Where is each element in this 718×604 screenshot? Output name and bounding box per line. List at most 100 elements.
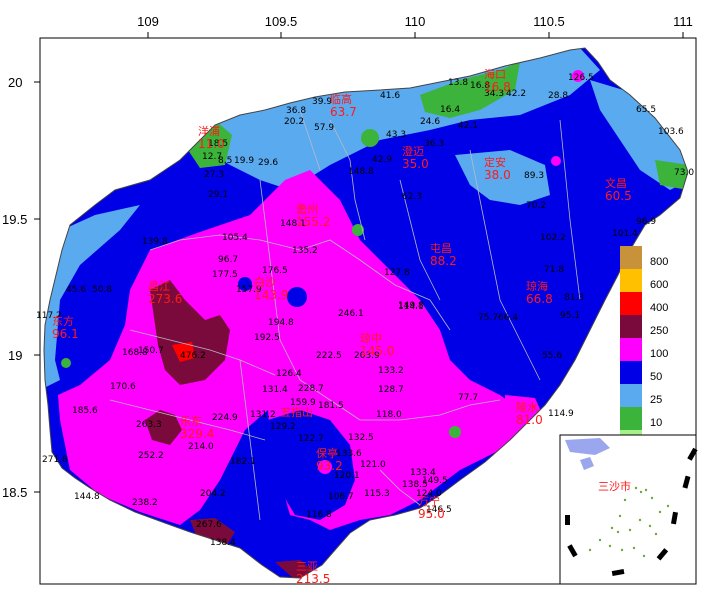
station-value: 96.7 [218,255,238,265]
station-value: 27.3 [204,170,224,180]
station-value: 103.6 [658,127,684,137]
legend-label: 250 [650,325,668,337]
station-value: 42.2 [506,89,526,99]
station-value: 34.3 [484,89,504,99]
station-value: 55.6 [542,351,562,361]
lon-tick-label: 110 [405,14,426,29]
station-value: 126.4 [276,369,302,379]
legend-label: 400 [650,302,668,314]
station-value: 66.4 [498,313,518,323]
sansha-label: 三沙市 [598,479,631,493]
legend-swatch [620,246,642,269]
city-name: 琼海 [526,279,548,293]
station-value: 138.5 [402,480,428,490]
station-value: 148.1 [280,219,306,229]
station-value: 45.6 [66,285,86,295]
station-value: 19.9 [234,156,254,166]
station-value: 16.4 [440,105,460,115]
city-value: 273.6 [148,292,182,306]
station-value: 115.3 [364,489,390,499]
zone-10-25-wenchang [655,160,688,190]
lon-tick-label: 110.5 [533,14,565,29]
station-value: 126.5 [568,73,594,83]
city-name: 昌江 [148,280,170,293]
zone-25-50-dingan [455,150,550,205]
station-value: 185.6 [72,406,98,416]
station-value: 263.3 [136,420,162,430]
station-value: 39.9 [312,97,332,107]
station-value: 12.7 [202,152,222,162]
station-value: 73.0 [674,168,694,178]
lat-tick-label: 19.5 [2,212,27,227]
city-value: 81.0 [516,413,543,427]
city-name: 海口 [484,67,506,81]
station-value: 16.8 [470,81,490,91]
station-value: 127.8 [384,268,410,278]
station-value: 24.6 [420,117,440,127]
zone-250-400-changjiang [150,280,230,385]
city-name: 儋州 [296,203,318,216]
city-value: 66.8 [526,292,553,306]
city-name: 临高 [330,92,352,106]
city-name: 文昌 [605,176,627,190]
legend-label: 600 [650,279,668,291]
city-name: 洋浦 [198,124,220,138]
city-value: 11.0 [198,137,225,151]
station-value: 118.0 [376,410,402,420]
station-value: 476.2 [180,351,206,361]
station-value: 95.1 [560,311,580,321]
city-name: 东方 [52,314,74,328]
city-value: 329.4 [180,427,214,441]
station-value: 144.8 [74,492,100,502]
city-name: 万宁 [418,494,440,508]
city-value: 88.2 [430,254,457,268]
station-value: 122.7 [298,434,324,444]
lon-tick-label: 109 [137,14,159,29]
station-value: 96.9 [636,217,656,227]
station-value: 70.2 [526,201,546,211]
city-value: 213.5 [296,572,330,586]
legend-swatch [620,315,642,338]
zone-400-600 [172,342,195,362]
station-value: 148.8 [348,167,374,177]
station-value: 214.0 [188,442,214,452]
station-value: 133.6 [336,449,362,459]
city-name: 三亚 [296,560,318,573]
sansha-inset: 三沙市 [559,434,698,585]
city-value: 63.7 [330,105,357,119]
legend-label: 800 [650,256,668,268]
station-value: 138.4 [210,538,236,548]
station-value: 159.9 [290,398,316,408]
city-name: 保亭 [316,446,338,460]
station-value: 271.8 [42,455,68,465]
city-value: 143.9 [254,288,288,302]
legend-swatch [620,292,642,315]
station-value: 124.0 [416,489,442,499]
station-value: 65.5 [636,105,656,115]
lon-tick-label: 109.5 [265,14,298,29]
lat-tick-labels: 20 19.5 19 18.5 [2,75,27,500]
station-value: 20.2 [284,117,304,127]
legend-label: 10 [650,417,662,429]
station-value: 120.1 [334,471,360,481]
station-value: 36.8 [286,106,306,116]
legend-swatch [620,361,642,384]
station-value: 181.5 [318,401,344,411]
station-value: 105.4 [222,233,248,243]
city-value: 60.5 [605,189,632,203]
lon-tick-labels: 109 109.5 110 110.5 111 [137,14,693,29]
station-value: 121.0 [360,460,386,470]
station-value: 132.5 [348,433,374,443]
station-value: 252.2 [138,451,164,461]
station-value: 149.8 [398,301,424,311]
county-borders [109,109,581,521]
station-value: 150.7 [138,346,164,356]
station-value: 139.8 [142,237,168,247]
city-name: 乐东 [180,415,202,428]
station-value: 135.2 [292,246,318,256]
city-value: 145.0 [360,344,394,358]
city-value: 95.0 [418,507,445,521]
legend-swatch [620,269,642,292]
legend-swatch [620,407,642,430]
